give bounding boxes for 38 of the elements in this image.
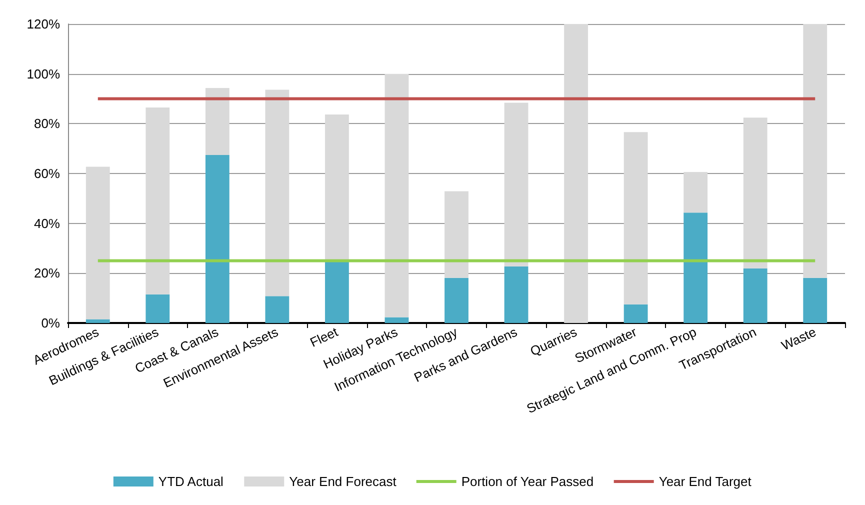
- bar: [86, 166, 110, 320]
- bar: [504, 102, 528, 266]
- bar: [684, 212, 708, 323]
- bar: [146, 107, 170, 294]
- bar: [325, 260, 349, 323]
- bar: [325, 114, 349, 261]
- bar: [743, 268, 768, 323]
- bar: [624, 304, 648, 323]
- bar: [146, 294, 170, 323]
- y-tick-label: 0%: [41, 316, 60, 330]
- legend-label: Year End Target: [658, 474, 752, 489]
- bar: [265, 90, 290, 296]
- y-tick-label: 60%: [34, 166, 60, 181]
- y-tick-label: 20%: [34, 266, 60, 281]
- bar: [743, 118, 768, 268]
- y-tick-label: 80%: [34, 116, 60, 132]
- legend-label: Portion of Year Passed: [461, 474, 594, 489]
- bar: [803, 278, 828, 323]
- x-tick-label: Fleet: [308, 324, 340, 350]
- legend-label: YTD Actual: [158, 474, 224, 489]
- bar: [205, 155, 230, 323]
- bar: [624, 132, 648, 304]
- bar: [803, 24, 828, 278]
- bar: [384, 74, 409, 318]
- y-tick-label: 100%: [26, 66, 60, 82]
- bar: [205, 88, 230, 156]
- bar: [504, 266, 528, 323]
- bar: [444, 278, 468, 323]
- bar: [265, 296, 290, 323]
- bar: [444, 191, 468, 278]
- legend-label: Year End Forecast: [289, 474, 397, 489]
- bar: [564, 24, 588, 323]
- bar: [684, 172, 708, 213]
- y-tick-label: 120%: [26, 16, 60, 32]
- bar: [86, 319, 110, 323]
- y-tick-label: 40%: [34, 216, 60, 231]
- bar: [384, 317, 409, 323]
- x-tick-label: Waste: [779, 324, 818, 354]
